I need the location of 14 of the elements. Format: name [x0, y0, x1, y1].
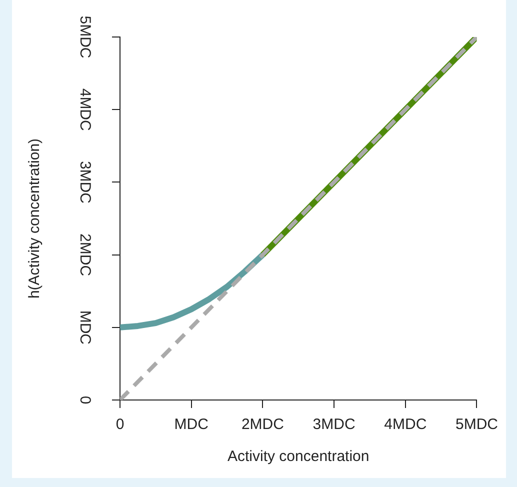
x-tick-label: 2MDC [241, 416, 284, 434]
x-tick-label: MDC [174, 416, 209, 434]
y-tick-label: MDC [76, 310, 94, 345]
x-tick-label: 3MDC [312, 416, 356, 434]
x-tick-label: 0 [116, 416, 124, 434]
y-axis-title: h(Activity concentration) [26, 138, 44, 299]
x-axis-title: Activity concentration [228, 448, 370, 466]
x-tick-label: 4MDC [384, 416, 427, 434]
y-tick-label: 0 [76, 396, 94, 404]
y-tick-label: 4MDC [76, 88, 94, 132]
y-tick-label: 2MDC [76, 234, 94, 276]
x-tick-label: 5MDC [455, 416, 498, 434]
y-tick-label: 3MDC [76, 160, 94, 204]
y-tick-label: 5MDC [76, 16, 94, 58]
